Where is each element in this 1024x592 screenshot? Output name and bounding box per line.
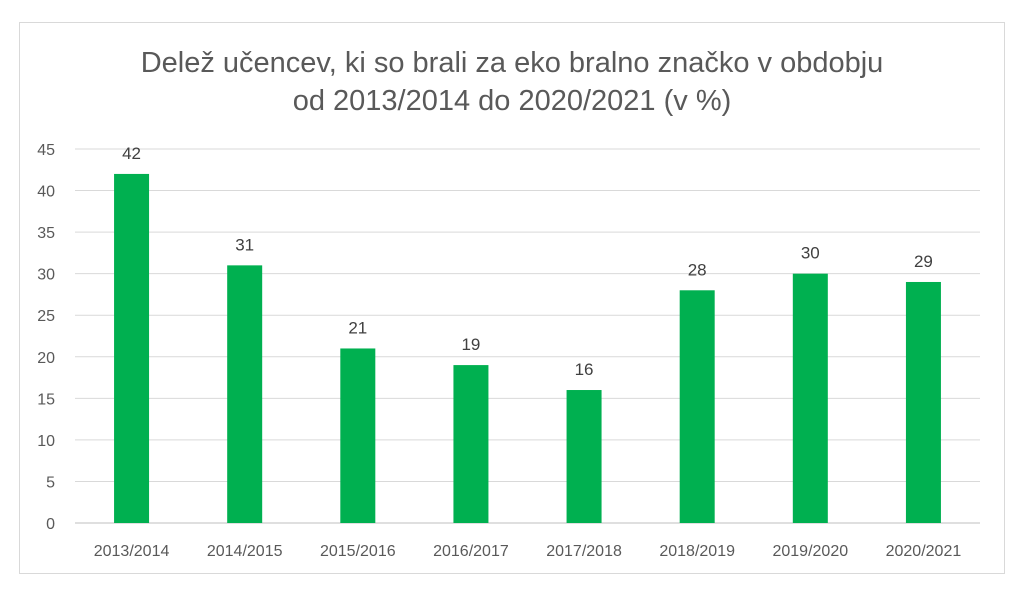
bar-2018/2019 [679, 290, 715, 523]
x-tick-label: 2016/2017 [433, 543, 509, 560]
x-tick-label: 2017/2018 [546, 543, 622, 560]
x-tick-label: 2014/2015 [207, 543, 283, 560]
data-label: 30 [801, 244, 820, 263]
data-label: 19 [461, 335, 480, 354]
y-tick-label: 35 [37, 225, 55, 242]
y-tick-label: 30 [37, 267, 55, 284]
x-tick-label: 2015/2016 [320, 543, 396, 560]
y-tick-label: 25 [37, 308, 55, 325]
x-tick-label: 2019/2020 [772, 543, 848, 560]
bar-2014/2015 [227, 265, 263, 523]
bars [114, 173, 941, 523]
data-label: 28 [688, 260, 707, 279]
bar-2013/2014 [114, 173, 150, 523]
data-label: 21 [348, 318, 367, 337]
data-labels: 42 31 21 19 16 28 30 29 [122, 144, 933, 379]
chart-frame [19, 22, 1005, 574]
x-tick-label: 2018/2019 [659, 543, 735, 560]
x-tick-label: 2020/2021 [886, 543, 962, 560]
bar-2020/2021 [905, 281, 941, 523]
y-tick-label: 0 [46, 516, 55, 533]
x-tick-label: 2013/2014 [94, 543, 170, 560]
data-label: 31 [235, 235, 254, 254]
x-axis-ticks: 2013/2014 2014/2015 2015/2016 2016/2017 2017… [94, 543, 962, 560]
y-tick-label: 10 [37, 433, 55, 450]
bar-2016/2017 [453, 365, 489, 523]
bar-2015/2016 [340, 348, 376, 523]
y-tick-label: 45 [37, 142, 55, 159]
gridlines [75, 148, 980, 524]
bar-2017/2018 [566, 390, 602, 523]
y-tick-label: 5 [46, 474, 55, 491]
data-label: 16 [575, 360, 594, 379]
y-axis-ticks: 0 5 10 15 20 25 30 35 40 45 [37, 142, 55, 533]
bar-2019/2020 [792, 273, 828, 523]
data-label: 29 [914, 252, 933, 271]
chart-title-line-1: Delež učencev, ki so brali za eko bralno… [140, 47, 884, 79]
y-tick-label: 20 [37, 350, 55, 367]
chart-title: Delež učencev, ki so brali za eko bralno… [19, 44, 1005, 120]
y-tick-label: 40 [37, 184, 55, 201]
y-tick-label: 15 [37, 391, 55, 408]
chart-title-line-2: od 2013/2014 do 2020/2021 (v %) [292, 85, 732, 117]
data-label: 42 [122, 144, 141, 163]
